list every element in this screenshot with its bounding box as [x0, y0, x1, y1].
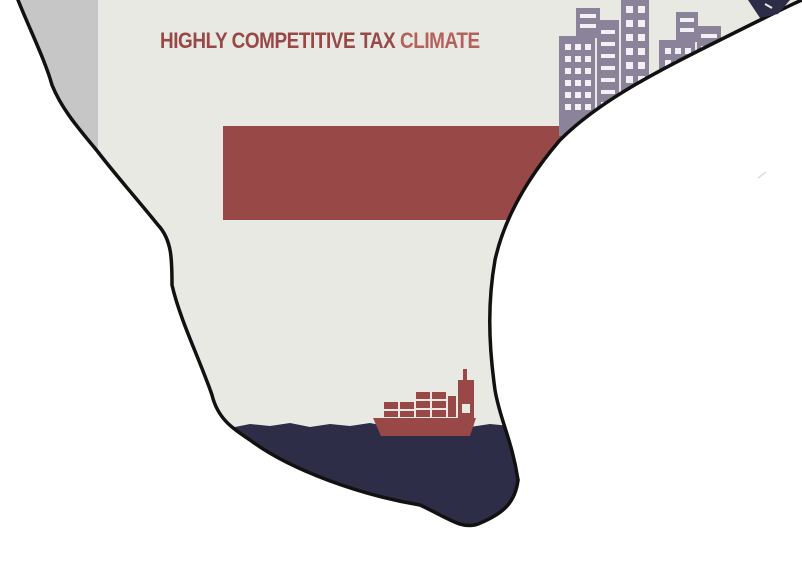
- land-shade-band: [18, 0, 98, 526]
- coast-tick: [757, 171, 767, 179]
- headline-part1: HIGHLY COMPETITIVE TAX: [160, 28, 396, 53]
- west-coastline: [16, 0, 520, 528]
- cargo-ship-icon: [373, 369, 476, 436]
- headline-part2: CLIMATE: [399, 28, 480, 53]
- highlight-band: [223, 126, 802, 220]
- flag-icon: [748, 0, 790, 18]
- east-coastline: [488, 0, 802, 482]
- headline: HIGHLY COMPETITIVE TAX CLIMATE: [160, 28, 480, 54]
